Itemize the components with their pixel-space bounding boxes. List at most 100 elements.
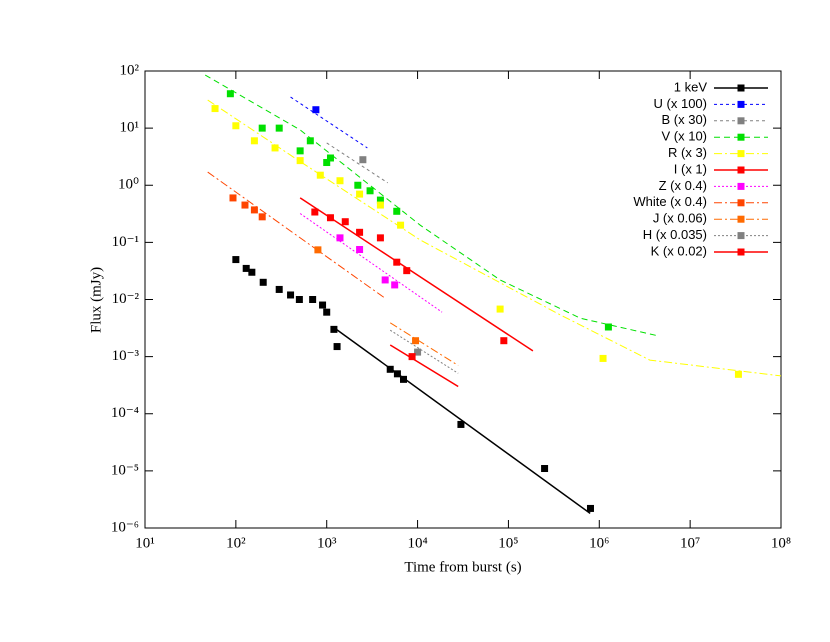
legend-label: H (x 0.035) xyxy=(643,227,707,242)
y-axis-label: Flux (mJy) xyxy=(88,267,104,333)
data-point xyxy=(309,296,317,303)
data-point xyxy=(586,504,594,512)
data-point xyxy=(326,214,334,222)
data-point xyxy=(393,370,401,378)
legend-marker xyxy=(737,232,745,240)
y-tick-label: 10² xyxy=(120,62,140,78)
fit-line xyxy=(389,322,459,366)
fit-line xyxy=(290,96,368,149)
y-tick-label: 10⁻⁴ xyxy=(111,405,139,421)
fit-line xyxy=(389,329,459,374)
data-point xyxy=(258,124,266,132)
data-point xyxy=(376,234,384,242)
fit-line xyxy=(389,344,459,388)
data-point xyxy=(226,90,234,98)
data-point xyxy=(319,301,327,309)
legend-label: I (x 1) xyxy=(674,161,707,176)
data-point xyxy=(397,221,405,229)
legend-marker xyxy=(737,117,745,125)
data-point xyxy=(599,354,607,362)
data-point xyxy=(376,201,384,209)
legend-label: B (x 30) xyxy=(661,112,707,127)
data-point xyxy=(275,285,283,293)
fit-line xyxy=(326,142,389,184)
data-point xyxy=(248,268,256,276)
legend-label: V (x 10) xyxy=(661,129,707,144)
legend-marker xyxy=(737,182,745,190)
legend-label: U (x 100) xyxy=(654,96,707,111)
x-tick-label: 10⁶ xyxy=(589,535,609,551)
data-point xyxy=(336,234,344,242)
data-point xyxy=(330,325,338,333)
legend-label: R (x 3) xyxy=(668,145,707,160)
y-tick-label: 10¹ xyxy=(120,120,140,136)
data-point xyxy=(336,177,344,185)
data-point xyxy=(341,218,349,226)
data-point xyxy=(356,246,364,254)
legend-marker xyxy=(737,133,745,141)
data-point xyxy=(275,124,283,132)
data-point xyxy=(323,159,331,167)
data-point xyxy=(381,276,389,284)
legend-marker xyxy=(737,100,745,108)
legend-marker xyxy=(737,84,745,92)
data-point xyxy=(232,256,240,264)
data-point xyxy=(287,291,295,299)
data-point xyxy=(296,157,304,165)
data-point xyxy=(232,122,240,130)
data-point xyxy=(333,343,341,351)
data-point xyxy=(391,281,399,289)
data-point xyxy=(457,420,465,428)
y-tick-label: 10⁻⁵ xyxy=(111,462,139,478)
legend-marker xyxy=(737,199,745,207)
data-point xyxy=(376,196,384,204)
x-tick-label: 10¹ xyxy=(135,535,155,551)
data-point xyxy=(312,106,320,114)
legend-label: K (x 0.02) xyxy=(651,243,707,258)
data-point xyxy=(311,208,319,216)
data-point xyxy=(354,181,362,189)
data-point xyxy=(323,308,331,316)
y-tick-label: 10⁰ xyxy=(118,177,139,193)
data-point xyxy=(314,246,322,254)
data-point xyxy=(356,190,364,198)
data-point xyxy=(359,156,367,164)
fit-line xyxy=(299,213,443,313)
data-point xyxy=(241,201,249,209)
data-point xyxy=(399,375,407,383)
data-point xyxy=(242,264,250,272)
data-point xyxy=(229,194,237,202)
data-point xyxy=(604,323,612,331)
data-point xyxy=(541,465,549,473)
data-point xyxy=(296,147,304,155)
data-point xyxy=(408,353,416,361)
data-point xyxy=(258,213,266,221)
legend-label: White (x 0.4) xyxy=(633,194,707,209)
data-point xyxy=(386,365,394,373)
x-tick-label: 10⁸ xyxy=(771,535,791,551)
fit-line xyxy=(207,171,386,299)
data-point xyxy=(393,258,401,266)
data-point xyxy=(393,207,401,215)
y-tick-label: 10⁻² xyxy=(112,291,140,307)
x-tick-label: 10² xyxy=(226,535,246,551)
legend-label: 1 keV xyxy=(674,79,708,94)
data-point xyxy=(259,278,267,286)
y-tick-label: 10⁻⁶ xyxy=(111,519,139,535)
legend-marker xyxy=(737,248,745,256)
legend-marker xyxy=(737,150,745,158)
data-point xyxy=(500,337,508,345)
fit-line xyxy=(299,197,534,352)
fit-line xyxy=(207,99,782,377)
y-tick-label: 10⁻³ xyxy=(112,348,140,364)
data-point xyxy=(250,137,258,145)
legend-marker xyxy=(737,166,745,174)
x-tick-label: 10³ xyxy=(317,535,337,551)
data-point xyxy=(295,296,303,303)
data-point xyxy=(734,370,742,378)
x-axis-label: Time from burst (s) xyxy=(404,559,521,575)
x-tick-label: 10⁷ xyxy=(680,535,700,551)
fit-line xyxy=(204,74,659,337)
data-point xyxy=(326,154,334,162)
